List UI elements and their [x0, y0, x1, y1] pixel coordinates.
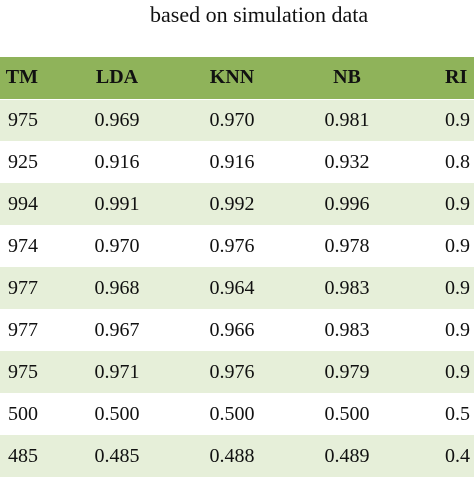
table-cell: 0.9 [445, 361, 470, 383]
table-cell: 0.500 [324, 403, 370, 425]
table: TM LDA KNN NB RI 975 0.969 0.970 0.981 0.9 925 0.91… [0, 57, 474, 478]
table-cell: 500 [8, 403, 38, 425]
table-cell: 0.991 [94, 193, 140, 215]
table-cell: 0.9 [445, 193, 470, 215]
table-row: 975 0.969 0.970 0.981 0.9 [0, 100, 474, 142]
table-cell: 0.983 [324, 319, 370, 341]
table-cell: 0.981 [324, 109, 370, 131]
table-cell: 0.966 [209, 319, 255, 341]
table-cell: 0.996 [324, 193, 370, 215]
table-caption: based on simulation data [150, 2, 369, 27]
table-cell: 975 [8, 109, 38, 131]
table-cell: 977 [8, 319, 38, 341]
table-cell: 0.916 [209, 151, 255, 173]
table-row: 925 0.916 0.916 0.932 0.8 [0, 142, 474, 184]
table-row: 485 0.485 0.488 0.489 0.4 [0, 436, 474, 478]
table-row: 974 0.970 0.976 0.978 0.9 [0, 226, 474, 268]
header-cell: RI [445, 66, 468, 88]
table-cell: 0.488 [209, 445, 255, 467]
table-cell: 0.983 [324, 277, 370, 299]
table-cell: 0.969 [94, 109, 140, 131]
header-cell: KNN [209, 66, 255, 88]
table-cell: 0.500 [209, 403, 255, 425]
table-cell: 0.485 [94, 445, 140, 467]
table-cell: 977 [8, 277, 38, 299]
table-cell: 0.8 [445, 151, 470, 173]
table-cell: 0.932 [324, 151, 370, 173]
table-row: 500 0.500 0.500 0.500 0.5 [0, 394, 474, 436]
table-cell: 0.964 [209, 277, 255, 299]
table-cell: 0.970 [94, 235, 140, 257]
table-cell: 0.992 [209, 193, 255, 215]
table-cell: 485 [8, 445, 38, 467]
header-row: TM LDA KNN NB RI [0, 57, 474, 100]
table-cell: 925 [8, 151, 38, 173]
table-cell: 0.976 [209, 361, 255, 383]
table-cell: 975 [8, 361, 38, 383]
table-row: 975 0.971 0.976 0.979 0.9 [0, 352, 474, 394]
header-cell: TM [5, 66, 38, 88]
table-cell: 994 [8, 193, 38, 215]
table-cell: 0.970 [209, 109, 255, 131]
table-cell: 0.976 [209, 235, 255, 257]
table-cell: 0.9 [445, 277, 470, 299]
table-cell: 0.968 [94, 277, 140, 299]
table-cell: 0.979 [324, 361, 370, 383]
header-cell: NB [333, 66, 361, 88]
table-cell: 0.4 [445, 445, 470, 467]
table-cell: 0.9 [445, 319, 470, 341]
table-row: 977 0.968 0.964 0.983 0.9 [0, 268, 474, 310]
table-cell: 0.916 [94, 151, 140, 173]
table-cell: 0.9 [445, 235, 470, 257]
table-cell: 974 [8, 235, 38, 257]
table-row: 994 0.991 0.992 0.996 0.9 [0, 184, 474, 226]
table-cell: 0.967 [94, 319, 140, 341]
table-cell: 0.5 [445, 403, 470, 425]
table-cell: 0.971 [94, 361, 140, 383]
table-cell: 0.489 [324, 445, 370, 467]
table-row: 977 0.967 0.966 0.983 0.9 [0, 310, 474, 352]
table-cell: 0.500 [94, 403, 140, 425]
table-cell: 0.978 [324, 235, 370, 257]
header-cell: LDA [95, 66, 139, 88]
table-cell: 0.9 [445, 109, 470, 131]
